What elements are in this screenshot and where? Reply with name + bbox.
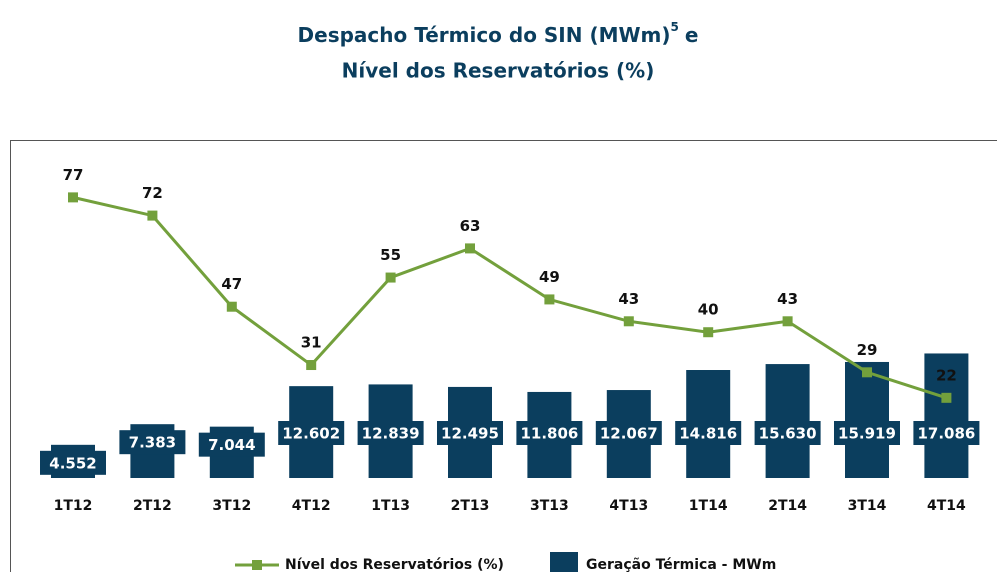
bar xyxy=(845,362,889,478)
value-label: 15.919 xyxy=(838,425,896,443)
x-tick-label: 3T13 xyxy=(530,498,569,514)
x-tick-label: 1T14 xyxy=(689,498,728,514)
value-label: 12.839 xyxy=(362,425,420,443)
line xyxy=(73,197,946,397)
data-label: 31 xyxy=(301,334,322,352)
chart-subtitle: Nível dos Reservatórios (%) xyxy=(342,59,655,83)
data-label: 40 xyxy=(698,301,719,319)
data-label: 47 xyxy=(221,275,242,293)
data-label: 29 xyxy=(857,341,878,359)
line-marker xyxy=(862,367,872,377)
data-label: 22 xyxy=(936,366,957,384)
data-label: 43 xyxy=(777,290,798,308)
x-tick-label: 4T14 xyxy=(927,498,966,514)
legend-label: Nível dos Reservatórios (%) xyxy=(285,557,504,572)
value-label: 12.495 xyxy=(441,425,499,443)
x-tick-label: 2T14 xyxy=(768,498,807,514)
data-label: 49 xyxy=(539,268,560,286)
line-marker xyxy=(386,273,396,283)
value-label: 4.552 xyxy=(49,454,96,472)
line-marker xyxy=(624,316,634,326)
x-tick-label: 2T13 xyxy=(451,498,490,514)
line-marker xyxy=(544,294,554,304)
title-line-end: e xyxy=(685,23,699,47)
value-label: 7.383 xyxy=(129,434,176,452)
value-label: 7.044 xyxy=(208,436,255,454)
title-footnote: 5 xyxy=(671,20,679,34)
data-label: 63 xyxy=(460,217,481,235)
x-tick-label: 3T12 xyxy=(212,498,251,514)
line-marker xyxy=(465,243,475,253)
line-marker xyxy=(941,393,951,403)
x-tick-label: 1T13 xyxy=(371,498,410,514)
x-tick-label: 4T13 xyxy=(609,498,648,514)
x-tick-label: 3T14 xyxy=(848,498,887,514)
value-label: 14.816 xyxy=(679,425,737,443)
x-tick-label: 1T12 xyxy=(54,498,93,514)
data-label: 43 xyxy=(618,290,639,308)
x-tick-label: 2T12 xyxy=(133,498,172,514)
data-label: 72 xyxy=(142,184,163,202)
value-label: 17.086 xyxy=(917,425,975,443)
legend-swatch xyxy=(550,552,578,572)
line-marker xyxy=(306,360,316,370)
line-marker xyxy=(147,211,157,221)
line-marker xyxy=(703,327,713,337)
legend-marker xyxy=(252,560,262,570)
data-label: 77 xyxy=(63,166,84,184)
title-line: Despacho Térmico do SIN (MWm) xyxy=(298,23,671,47)
value-label: 15.630 xyxy=(759,425,817,443)
line-marker xyxy=(227,302,237,312)
x-tick-label: 4T12 xyxy=(292,498,331,514)
line-marker xyxy=(783,316,793,326)
value-label: 12.067 xyxy=(600,425,658,443)
value-label: 11.806 xyxy=(520,425,578,443)
data-label: 55 xyxy=(380,246,401,264)
line-marker xyxy=(68,192,78,202)
value-label: 12.602 xyxy=(282,425,340,443)
legend-label: Geração Térmica - MWm xyxy=(586,557,776,572)
